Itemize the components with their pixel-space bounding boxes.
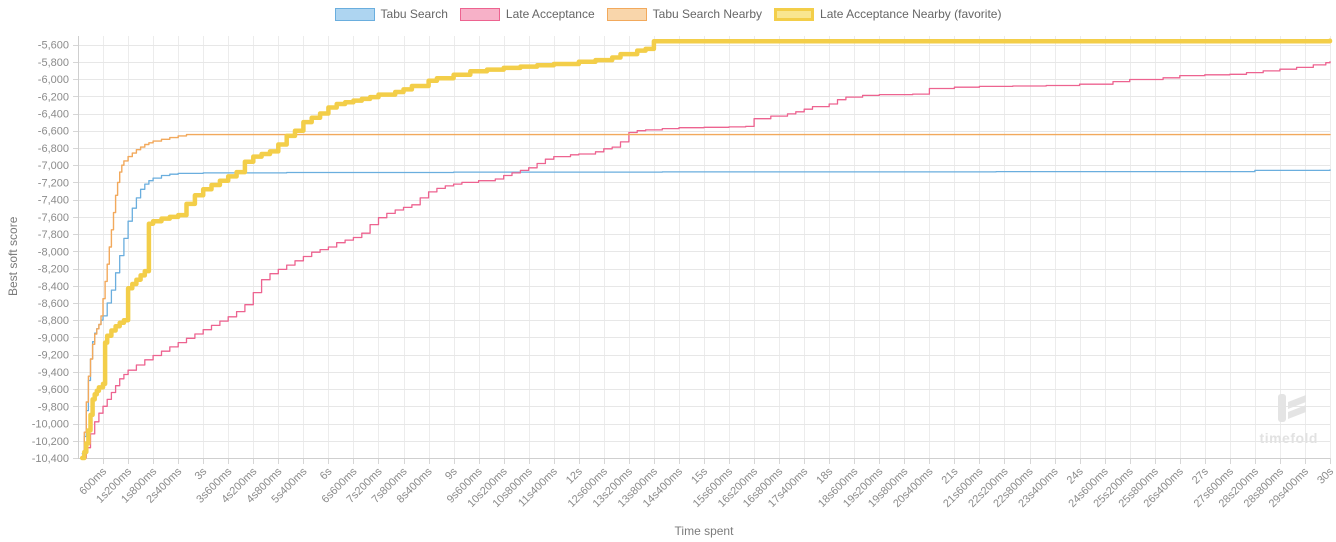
- svg-text:-9,600: -9,600: [38, 384, 69, 396]
- svg-text:-8,400: -8,400: [38, 281, 69, 293]
- series-line-late-acceptance: [81, 61, 1331, 459]
- legend-item-late-acceptance[interactable]: Late Acceptance: [459, 7, 595, 21]
- svg-text:15s: 15s: [689, 465, 710, 486]
- svg-text:-5,600: -5,600: [38, 40, 69, 52]
- svg-text:12s: 12s: [564, 465, 585, 486]
- legend-swatch-icon: [459, 7, 500, 21]
- timefold-logo-icon: [1277, 394, 1306, 422]
- svg-text:-9,200: -9,200: [38, 350, 69, 362]
- svg-text:-6,000: -6,000: [38, 74, 69, 86]
- svg-text:-10,200: -10,200: [32, 436, 69, 448]
- axis-lines: [78, 36, 1330, 459]
- svg-text:-6,200: -6,200: [38, 91, 69, 103]
- svg-text:3s: 3s: [193, 465, 210, 482]
- svg-text:-7,400: -7,400: [38, 195, 69, 207]
- x-gridlines: [103, 36, 1331, 464]
- svg-text:24s: 24s: [1065, 465, 1086, 486]
- series-line-tabu-search-nearby: [81, 133, 1331, 457]
- svg-text:-10,000: -10,000: [32, 419, 69, 431]
- svg-text:-7,600: -7,600: [38, 212, 69, 224]
- svg-text:-7,000: -7,000: [38, 160, 69, 172]
- legend-label: Tabu Search: [380, 7, 448, 21]
- svg-text:-7,200: -7,200: [38, 177, 69, 189]
- legend-item-tabu-search[interactable]: Tabu Search: [334, 7, 448, 21]
- x-axis-title: Time spent: [674, 524, 734, 538]
- svg-text:27s: 27s: [1190, 465, 1211, 486]
- legend-item-late-acceptance-nearby-favorite[interactable]: Late Acceptance Nearby (favorite): [774, 7, 1001, 21]
- svg-text:9s: 9s: [443, 465, 460, 482]
- series-line-late-acceptance-nearby-favorite: [79, 38, 1333, 461]
- legend-swatch-icon: [774, 7, 815, 21]
- svg-text:-9,000: -9,000: [38, 332, 69, 344]
- svg-text:-7,800: -7,800: [38, 229, 69, 241]
- svg-text:-6,600: -6,600: [38, 126, 69, 138]
- legend-swatch-icon: [334, 7, 375, 21]
- svg-text:-8,800: -8,800: [38, 315, 69, 327]
- svg-text:30s: 30s: [1315, 465, 1336, 486]
- svg-text:-9,800: -9,800: [38, 401, 69, 413]
- svg-text:-6,400: -6,400: [38, 109, 69, 121]
- svg-text:18s: 18s: [814, 465, 835, 486]
- legend-swatch-icon: [606, 7, 647, 21]
- svg-text:6s: 6s: [318, 465, 335, 482]
- chart-legend: Tabu Search Late Acceptance Tabu Search Ne…: [0, 7, 1336, 21]
- series-line-tabu-search: [81, 169, 1331, 455]
- legend-label: Late Acceptance Nearby (favorite): [820, 7, 1002, 21]
- svg-text:-8,600: -8,600: [38, 298, 69, 310]
- watermark-text: timefold: [1259, 430, 1318, 446]
- svg-text:-8,000: -8,000: [38, 246, 69, 258]
- y-axis-title: Best soft score: [6, 216, 20, 296]
- svg-text:-5,800: -5,800: [38, 57, 69, 69]
- svg-text:-10,400: -10,400: [32, 453, 69, 465]
- svg-text:21s: 21s: [939, 465, 960, 486]
- svg-text:-8,200: -8,200: [38, 264, 69, 276]
- y-tick-labels: -5,600 -5,800 -6,000 -6,200 -6,400 -6,600 -6,8…: [32, 40, 69, 465]
- svg-text:-6,800: -6,800: [38, 143, 69, 155]
- svg-text:-9,400: -9,400: [38, 367, 69, 379]
- legend-label: Late Acceptance: [505, 7, 595, 21]
- legend-label: Tabu Search Nearby: [652, 7, 763, 21]
- timefold-watermark: timefold: [1260, 393, 1318, 446]
- y-gridlines: [73, 45, 1330, 459]
- legend-item-tabu-search-nearby[interactable]: Tabu Search Nearby: [606, 7, 763, 21]
